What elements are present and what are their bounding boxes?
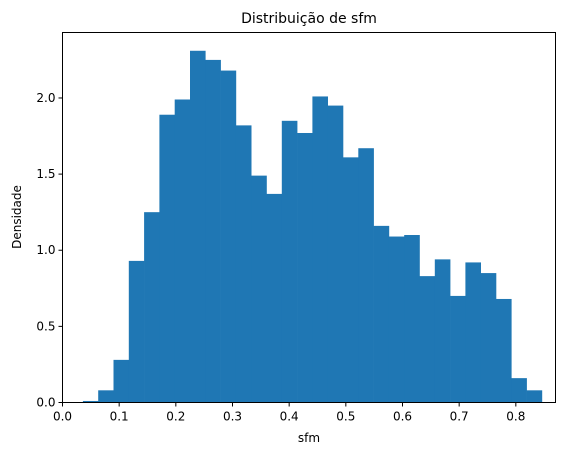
- histogram-bar-2: [113, 359, 130, 403]
- x-tick-label-6: 0.6: [393, 410, 412, 424]
- histogram-bar-20: [388, 236, 405, 403]
- histogram-bar-9: [220, 70, 237, 403]
- x-tick-label-2: 0.2: [166, 410, 185, 424]
- x-tick-label-8: 0.8: [506, 410, 525, 424]
- chart-title: Distribuição de sfm: [241, 11, 377, 27]
- y-tick-label-0: 0.0: [36, 396, 55, 410]
- histogram-bar-19: [373, 225, 390, 403]
- bars-group: [82, 50, 543, 403]
- histogram-bar-11: [251, 175, 267, 403]
- histogram-bar-29: [526, 390, 543, 403]
- histogram-bar-5: [159, 114, 175, 403]
- x-axis-ticks: 0.0 0.1 0.2 0.3 0.4 0.5 0.6 0.7 0.8: [53, 402, 525, 424]
- y-tick-label-4: 2.0: [36, 91, 55, 105]
- histogram-bar-1: [98, 390, 114, 403]
- histogram-bar-17: [343, 157, 359, 403]
- histogram-bar-23: [434, 259, 451, 403]
- y-axis-label: Densidade: [10, 185, 24, 249]
- y-tick-label-1: 0.5: [36, 319, 55, 333]
- histogram-bar-24: [450, 295, 466, 403]
- histogram-bar-8: [205, 59, 221, 403]
- histogram-bar-26: [480, 273, 497, 403]
- histogram-bar-7: [190, 50, 206, 403]
- histogram-bar-13: [281, 120, 298, 403]
- y-axis-ticks: 0.0 0.5 1.0 1.5 2.0: [36, 91, 63, 410]
- histogram-bar-18: [358, 148, 374, 403]
- histogram-bar-15: [312, 96, 328, 403]
- x-tick-label-4: 0.4: [280, 410, 299, 424]
- histogram-bar-6: [174, 99, 191, 403]
- plot-frame: [62, 32, 556, 403]
- histogram-bar-10: [235, 125, 252, 403]
- histogram-bar-25: [465, 262, 481, 403]
- histogram-bar-22: [419, 276, 436, 403]
- y-tick-label-2: 1.0: [36, 243, 55, 257]
- x-tick-label-0: 0.0: [53, 410, 72, 424]
- histogram-bar-0: [82, 400, 99, 403]
- histogram-bar-16: [327, 105, 344, 403]
- histogram-bar-27: [496, 298, 512, 403]
- x-tick-label-7: 0.7: [450, 410, 469, 424]
- y-tick-label-3: 1.5: [36, 167, 55, 181]
- histogram-bar-4: [144, 212, 160, 403]
- x-tick-label-5: 0.5: [336, 410, 355, 424]
- x-tick-label-3: 0.3: [223, 410, 242, 424]
- histogram-bar-21: [404, 235, 420, 403]
- histogram-bar-3: [128, 260, 145, 403]
- x-axis-label: sfm: [298, 431, 320, 445]
- histogram-bar-14: [297, 132, 313, 403]
- histogram-bar-12: [266, 193, 283, 403]
- histogram-bar-28: [511, 378, 527, 403]
- x-tick-label-1: 0.1: [110, 410, 129, 424]
